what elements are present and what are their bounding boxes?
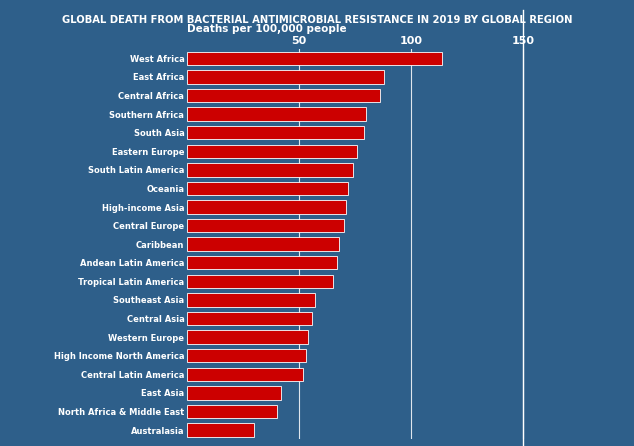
Bar [187,405,276,418]
Bar [187,275,333,288]
Bar [187,107,366,121]
Bar [187,330,308,344]
Bar [187,70,384,84]
Bar [187,349,306,362]
Text: GLOBAL DEATH FROM BACTERIAL ANTIMICROBIAL RESISTANCE IN 2019 BY GLOBAL REGION: GLOBAL DEATH FROM BACTERIAL ANTIMICROBIA… [61,15,573,25]
X-axis label: Deaths per 100,000 people: Deaths per 100,000 people [187,24,347,34]
Bar [187,386,281,400]
Bar [187,126,364,139]
Bar [187,312,313,325]
Bar [187,293,314,307]
Bar [187,182,348,195]
Bar [187,89,380,102]
Bar [187,200,346,214]
Bar [187,163,353,177]
Bar [187,238,339,251]
Bar [187,368,304,381]
Bar [187,219,344,232]
Bar [187,256,337,269]
Bar [187,423,254,437]
Bar [187,52,443,65]
Bar [187,145,357,158]
